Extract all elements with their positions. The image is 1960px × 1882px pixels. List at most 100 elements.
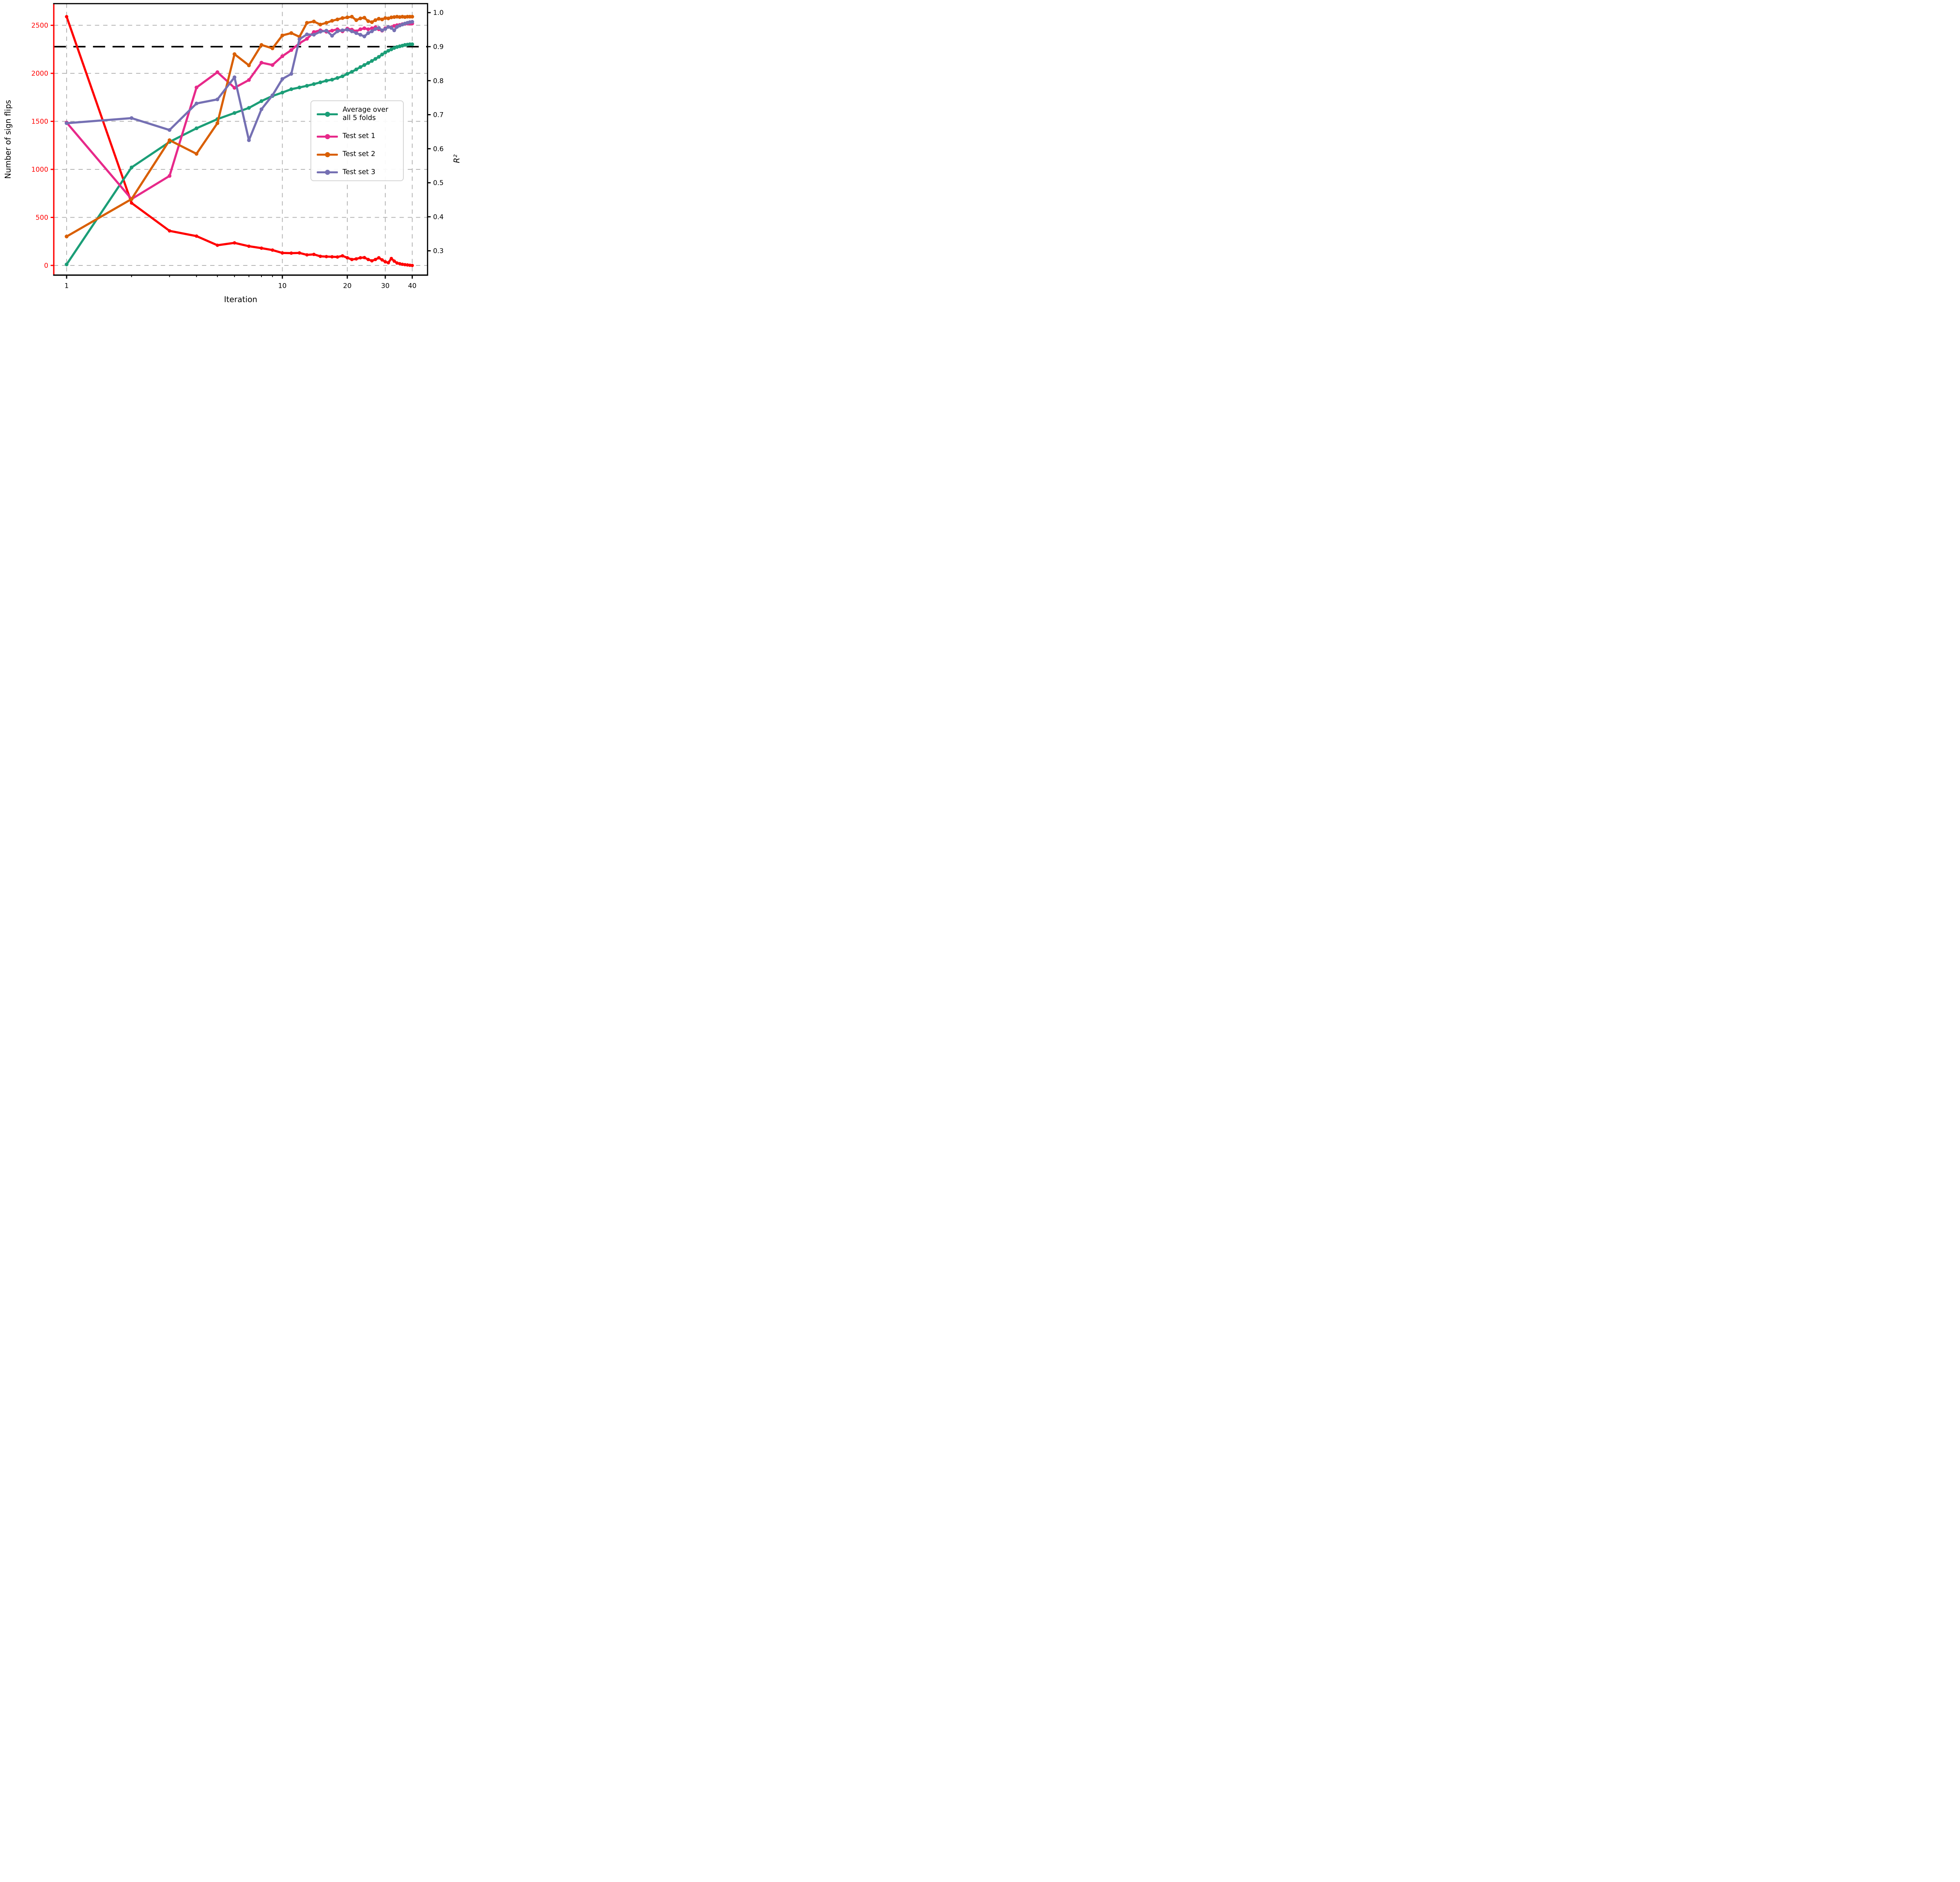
series-marker-0: [345, 256, 349, 260]
series-marker-4: [289, 72, 293, 76]
series-marker-3: [350, 15, 354, 19]
left-tick-label: 1000: [31, 166, 48, 174]
series-marker-1: [383, 50, 387, 54]
legend: Average over all 5 folds Test set 1 Test s…: [310, 100, 404, 181]
series-marker-2: [260, 61, 263, 65]
series-marker-4: [247, 138, 251, 142]
y-axis-label-left: Number of sign flips: [3, 100, 13, 179]
series-marker-3: [354, 18, 358, 22]
series-marker-4: [362, 35, 367, 38]
series-marker-3: [289, 31, 293, 35]
series-marker-0: [260, 246, 263, 250]
series-marker-4: [373, 27, 377, 31]
series-marker-4: [389, 26, 394, 30]
series-marker-3: [340, 16, 345, 20]
series-marker-4: [298, 37, 301, 41]
series-marker-0: [289, 251, 293, 255]
series-line-4: [65, 20, 414, 142]
series-marker-0: [247, 244, 251, 248]
series-marker-0: [395, 261, 399, 265]
series-marker-3: [358, 16, 363, 20]
series-marker-1: [350, 70, 354, 74]
series-marker-0: [336, 255, 339, 259]
series-marker-4: [380, 28, 384, 33]
series-marker-4: [410, 20, 414, 24]
series-marker-1: [370, 59, 374, 63]
legend-marker: [325, 152, 330, 157]
left-tick-label: 0: [44, 262, 48, 270]
series-marker-4: [270, 93, 274, 97]
series-marker-0: [410, 263, 414, 267]
series-marker-0: [216, 243, 219, 247]
right-tick-label: 0.6: [433, 145, 444, 153]
series-marker-0: [398, 262, 401, 265]
right-tick-label: 1.0: [433, 9, 444, 17]
series-marker-2: [167, 174, 172, 178]
series-marker-4: [354, 31, 358, 35]
series-marker-4: [350, 29, 354, 33]
series-marker-3: [389, 15, 394, 20]
series-marker-2: [370, 26, 374, 30]
series-marker-2: [232, 86, 236, 90]
series-marker-1: [260, 99, 263, 103]
series-marker-4: [305, 32, 309, 36]
series-marker-3: [324, 21, 328, 25]
series-marker-3: [386, 16, 390, 20]
series-marker-0: [359, 256, 362, 260]
series-marker-1: [298, 85, 301, 89]
series-marker-3: [194, 152, 199, 156]
series-marker-4: [377, 26, 381, 30]
series-marker-4: [260, 107, 263, 111]
series-marker-2: [289, 48, 293, 52]
series-marker-2: [270, 63, 274, 67]
series-marker-1: [358, 65, 363, 69]
series-marker-0: [130, 201, 133, 205]
legend-swatch: [317, 151, 338, 158]
series-marker-3: [247, 63, 251, 67]
series-marker-1: [380, 53, 384, 56]
series-marker-4: [386, 25, 390, 29]
left-tick-label: 2000: [31, 70, 48, 78]
series-marker-3: [270, 46, 274, 51]
series-marker-4: [167, 128, 172, 132]
series-marker-4: [392, 28, 396, 33]
series-marker-1: [194, 126, 199, 131]
series-marker-1: [280, 91, 285, 94]
series-marker-3: [336, 17, 339, 22]
legend-label: Test set 1: [343, 132, 376, 140]
series-marker-0: [298, 251, 301, 255]
series-marker-3: [373, 18, 377, 22]
series-marker-4: [340, 28, 345, 33]
series-marker-4: [129, 116, 134, 120]
series-marker-0: [341, 254, 344, 258]
legend-marker: [325, 134, 330, 139]
series-marker-0: [195, 234, 198, 238]
series-marker-1: [389, 47, 394, 51]
series-marker-1: [377, 55, 381, 59]
series-marker-3: [65, 234, 69, 238]
legend-label: Test set 2: [343, 150, 376, 158]
series-marker-1: [312, 82, 316, 86]
series-marker-3: [260, 43, 263, 47]
series-marker-0: [354, 257, 358, 261]
legend-swatch: [317, 110, 338, 118]
series-marker-3: [280, 33, 285, 38]
x-tick-label: 30: [381, 282, 390, 290]
series-marker-4: [366, 31, 370, 35]
series-marker-2: [366, 27, 370, 31]
series-marker-4: [370, 29, 374, 33]
y-axis-label-right: R²: [452, 154, 461, 163]
series-marker-3: [392, 15, 396, 19]
series-marker-4: [330, 34, 334, 38]
series-marker-1: [330, 78, 334, 82]
series-marker-3: [330, 19, 334, 23]
legend-item-average-over: Average over all 5 folds: [317, 106, 397, 123]
series-marker-4: [336, 29, 339, 33]
series-marker-2: [362, 26, 367, 30]
series-marker-0: [318, 254, 322, 258]
figure: 0 500 1000 1500 2000 2500 0.3 0.4 0.5 0.6 0.7 0.8 0.…: [0, 0, 470, 314]
right-tick-label: 0.9: [433, 43, 444, 51]
series-marker-1: [232, 111, 236, 115]
series-marker-4: [280, 77, 285, 81]
x-axis-label: Iteration: [224, 295, 258, 304]
